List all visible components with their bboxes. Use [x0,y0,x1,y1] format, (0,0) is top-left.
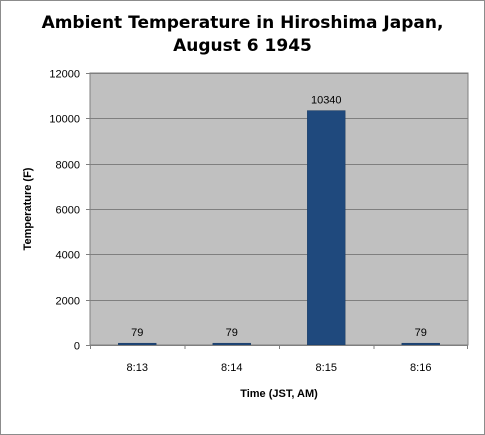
y-axis-title: Temperature (F) [22,167,34,250]
x-tick-label: 8:14 [221,362,242,374]
y-tick-label: 6000 [56,205,80,217]
data-label: 79 [415,327,427,339]
data-label: 79 [226,327,238,339]
y-tick-label: 10000 [49,114,80,126]
bars [118,110,440,346]
bar-8-15 [307,110,346,346]
y-axis-ticks: 0 2000 4000 6000 8000 10000 12000 [49,69,80,353]
x-axis-ticks: 8:13 8:14 8:15 8:16 [90,345,468,374]
chart-title-line-2: August 6 1945 [173,36,312,56]
bar-8-13 [118,342,157,346]
data-labels: 79 79 10340 79 [131,95,427,340]
y-tick-label: 12000 [49,69,80,81]
y-tick-label: 0 [74,341,80,353]
y-tick-label: 8000 [56,160,80,172]
bar-8-14 [212,342,251,346]
chart-title: Ambient Temperature in Hiroshima Japan, … [0,12,485,58]
y-tick-label: 4000 [56,250,80,262]
y-tick-label: 2000 [56,296,80,308]
x-tick-label: 8:15 [316,362,337,374]
chart-title-line-1: Ambient Temperature in Hiroshima Japan, [41,13,444,33]
x-tick-label: 8:13 [127,362,148,374]
x-axis-title: Time (JST, AM) [240,388,318,400]
gridlines [86,73,468,346]
x-tick-label: 8:16 [410,362,431,374]
data-label: 10340 [311,95,342,107]
bar-8-16 [401,342,440,346]
data-label: 79 [131,327,143,339]
